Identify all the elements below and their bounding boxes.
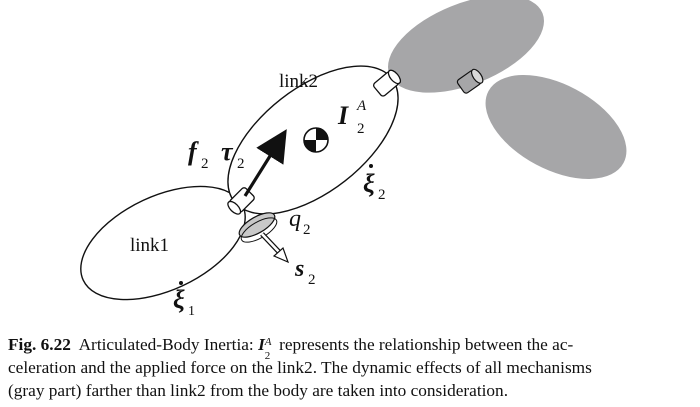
caption-symbol: I [258, 335, 265, 354]
caption-text-1: Articulated-Body Inertia: [78, 335, 254, 354]
caption-line-2: celeration and the applied force on the … [8, 358, 592, 377]
force-label: f [188, 137, 199, 166]
joint-axis-sub: 2 [308, 272, 316, 288]
articulated-body-diagram: link2 link1 I A 2 f 2 τ 2 ξ 2 ξ 1 q 2 s … [80, 0, 627, 319]
joint-cylinder-top [373, 69, 402, 97]
inertia-sub: 2 [357, 121, 365, 137]
velocity2-sub: 2 [378, 187, 386, 203]
joint-angle-label: q [289, 206, 301, 232]
velocity1-sub: 1 [188, 304, 195, 319]
force-torque-arrow [243, 129, 287, 197]
velocity2-dot [369, 164, 373, 168]
center-of-mass-icon [303, 127, 329, 153]
caption-symbol-sub: 2 [264, 350, 271, 362]
joint-axis-arrow [260, 232, 290, 264]
caption-line-3: (gray part) farther than link2 from the … [8, 381, 509, 400]
gray-mechanisms [388, 0, 627, 179]
joint-axis-label: s [294, 256, 304, 282]
inertia-sup: A [356, 98, 367, 114]
velocity1-dot [179, 281, 183, 285]
velocity1-label: ξ [173, 285, 185, 314]
torque-label: τ [221, 137, 234, 166]
gray-joint-cylinder [456, 68, 484, 94]
gray-link-lower [485, 75, 627, 179]
caption-symbol-sup: A [264, 336, 272, 348]
joint-angle-sub: 2 [303, 222, 311, 238]
caption-text-2: represents the relationship between the … [279, 335, 574, 354]
velocity2-label: ξ [363, 169, 375, 198]
inertia-label: I [337, 101, 349, 130]
figure-number: Fig. 6.22 [8, 335, 71, 354]
link1-label: link1 [130, 235, 169, 256]
torque-sub: 2 [237, 156, 245, 172]
force-sub: 2 [201, 156, 209, 172]
link2-label: link2 [279, 71, 318, 92]
